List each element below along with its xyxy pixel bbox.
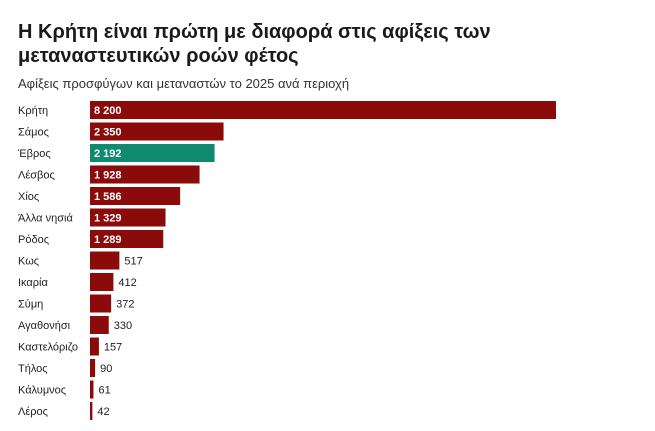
value-label: 372 (116, 299, 134, 311)
bar[interactable] (90, 402, 93, 420)
bar[interactable] (90, 187, 181, 205)
bar[interactable] (90, 380, 94, 399)
category-label: Αγαθονήσι (18, 320, 71, 332)
value-label: 1 289 (94, 234, 122, 246)
category-label: Λέρος (18, 406, 48, 418)
bar[interactable] (90, 208, 166, 227)
bar[interactable] (90, 230, 164, 248)
value-label: 157 (104, 342, 122, 354)
bar[interactable] (90, 359, 96, 377)
category-label: Άλλα νησιά (18, 213, 73, 225)
value-label: 1 329 (94, 213, 122, 225)
category-label: Κως (18, 256, 39, 268)
value-label: 517 (124, 256, 142, 268)
bar[interactable] (90, 251, 120, 270)
category-label: Καστελόριζο (18, 342, 78, 354)
category-label: Κάλυμνος (18, 385, 66, 397)
bar[interactable] (90, 165, 200, 184)
category-label: Ικαρία (18, 277, 48, 289)
value-label: 2 192 (94, 148, 122, 160)
chart-subtitle: Αφίξεις προσφύγων και μεταναστών το 2025… (18, 76, 350, 91)
category-label: Έβρος (17, 148, 51, 160)
category-label: Σάμος (18, 127, 49, 139)
value-label: 42 (97, 406, 109, 418)
value-label: 1 586 (94, 191, 122, 203)
bar[interactable] (90, 273, 114, 291)
value-label: 1 928 (94, 170, 122, 182)
value-label: 61 (98, 385, 110, 397)
bar[interactable] (90, 144, 215, 162)
value-label: 90 (100, 363, 112, 375)
category-label: Σύμη (18, 299, 43, 311)
bar[interactable] (90, 316, 109, 334)
value-label: 330 (114, 320, 132, 332)
bar[interactable] (90, 337, 99, 356)
category-label: Κρήτη (18, 105, 48, 117)
chart-title: Η Κρήτη είναι πρώτη με διαφορά στις αφίξ… (18, 21, 491, 67)
category-label: Λέσβος (18, 170, 55, 182)
bar[interactable] (90, 294, 112, 313)
value-label: 2 350 (94, 127, 122, 139)
value-label: 412 (118, 277, 136, 289)
category-label: Τήλος (18, 363, 48, 375)
bar[interactable] (90, 122, 224, 141)
category-label: Χίος (18, 191, 39, 203)
bar[interactable] (90, 101, 556, 119)
category-label: Ρόδος (18, 234, 49, 246)
value-label: 8 200 (94, 105, 122, 117)
